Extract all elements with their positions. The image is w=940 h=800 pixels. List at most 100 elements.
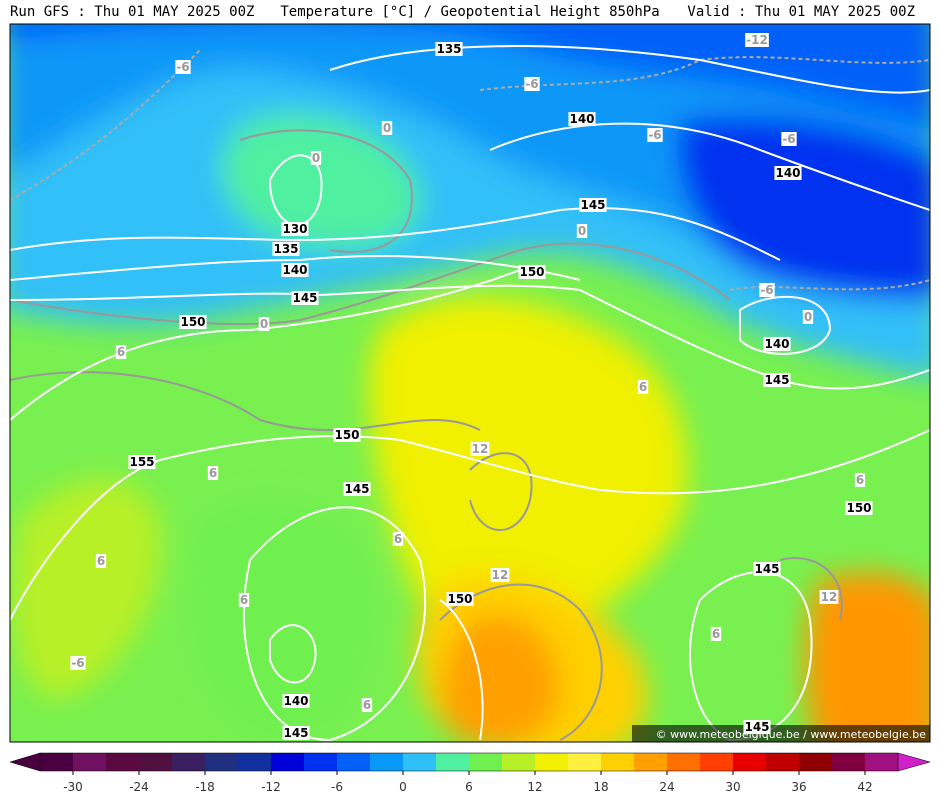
temperature-label: -6 — [525, 77, 538, 91]
label-background — [446, 592, 474, 606]
height-label: 130 — [282, 222, 307, 236]
temperature-label: 6 — [394, 532, 402, 546]
label-background — [647, 128, 663, 142]
colorbar-tick-label: -6 — [331, 780, 343, 794]
watermark: © www.meteobelgique.be / www.meteobelgie… — [656, 728, 927, 741]
height-label: 145 — [344, 482, 369, 496]
run-label: Run GFS : Thu 01 MAY 2025 00Z — [10, 4, 254, 20]
colorbar-swatch — [73, 753, 107, 771]
temperature-label: 6 — [639, 380, 647, 394]
label-background — [381, 121, 393, 135]
temperature-label: 0 — [804, 310, 812, 324]
height-label: 150 — [447, 592, 472, 606]
colorbar-swatch — [700, 753, 734, 771]
colorbar-swatch — [634, 753, 668, 771]
colorbar-tick-label: -24 — [129, 780, 149, 794]
colorbar-tick-label: 18 — [593, 780, 608, 794]
label-background — [310, 151, 322, 165]
label-background — [258, 317, 270, 331]
label-background — [763, 373, 791, 387]
colorbar-swatch — [865, 753, 899, 771]
label-background — [361, 698, 373, 712]
temperature-label: 0 — [312, 151, 320, 165]
label-background — [524, 77, 540, 91]
label-background — [281, 222, 309, 236]
colorbar: -30 -24 -18 -12 -6 0 6 12 18 24 30 36 42 — [9, 752, 931, 794]
height-label: 150 — [846, 501, 871, 515]
temperature-label: -12 — [746, 33, 768, 47]
height-label: 145 — [283, 726, 308, 740]
label-background — [802, 310, 814, 324]
temperature-label: -6 — [71, 656, 84, 670]
label-background — [282, 694, 310, 708]
label-background — [845, 501, 873, 515]
colorbar-swatch — [106, 753, 140, 771]
colorbar-swatch — [436, 753, 470, 771]
height-label: 135 — [436, 42, 461, 56]
height-label: 140 — [764, 337, 789, 351]
temperature-label: 6 — [363, 698, 371, 712]
label-background — [238, 593, 250, 607]
colorbar-swatch — [337, 753, 371, 771]
label-background — [333, 428, 361, 442]
label-background — [282, 726, 310, 740]
colorbar-swatch — [370, 753, 404, 771]
temperature-label: 12 — [821, 590, 838, 604]
height-label: 145 — [764, 373, 789, 387]
height-label: 145 — [744, 720, 769, 734]
temperature-label: -6 — [760, 283, 773, 297]
colorbar-swatch — [172, 753, 206, 771]
height-label: 150 — [519, 265, 544, 279]
height-label: 145 — [754, 562, 779, 576]
label-background — [95, 554, 107, 568]
label-background — [115, 345, 127, 359]
colorbar-swatch — [403, 753, 437, 771]
temperature-label: -6 — [782, 132, 795, 146]
colorbar-tick-label: 24 — [659, 780, 674, 794]
map-title: Temperature [°C] / Geopotential Height 8… — [280, 4, 659, 20]
label-background — [392, 532, 404, 546]
map: © www.meteobelgique.be / www.meteobelgie… — [10, 24, 930, 742]
label-background — [753, 562, 781, 576]
label-background — [774, 166, 802, 180]
colorbar-swatch — [304, 753, 338, 771]
height-label: 150 — [334, 428, 359, 442]
colorbar-tick-label: 0 — [399, 780, 407, 794]
label-background — [175, 60, 191, 74]
colorbar-tick-label: -12 — [261, 780, 281, 794]
height-label: 150 — [180, 315, 205, 329]
temperature-label: 0 — [260, 317, 268, 331]
height-label: 155 — [129, 455, 154, 469]
label-background — [281, 263, 309, 277]
label-background — [745, 33, 769, 47]
label-background — [579, 198, 607, 212]
label-background — [710, 627, 722, 641]
label-background — [568, 112, 596, 126]
label-background — [343, 482, 371, 496]
temperature-label: 6 — [209, 466, 217, 480]
colorbar-swatch — [40, 753, 74, 771]
colorbar-tick-label: -18 — [195, 780, 215, 794]
label-background — [291, 291, 319, 305]
label-background — [743, 720, 771, 734]
label-background — [763, 337, 791, 351]
colorbar-swatch — [238, 753, 272, 771]
colorbar-tick-label: 42 — [857, 780, 872, 794]
height-isolines — [10, 45, 930, 742]
colorbar-swatch — [271, 753, 305, 771]
colorbar-tick-label: 30 — [725, 780, 740, 794]
temperature-label: -6 — [176, 60, 189, 74]
height-label: 140 — [775, 166, 800, 180]
colorbar-swatch — [205, 753, 239, 771]
label-background — [179, 315, 207, 329]
height-label: 145 — [580, 198, 605, 212]
colorbar-end — [897, 752, 931, 772]
colorbar-swatch — [139, 753, 173, 771]
contour-labels: 135 140 140 145 130 135 140 145 150 150 140 145 150 1… — [70, 33, 873, 740]
label-background — [490, 568, 510, 582]
label-background — [637, 380, 649, 394]
label-background — [128, 455, 156, 469]
height-label: 140 — [283, 694, 308, 708]
colorbar-swatch — [667, 753, 701, 771]
temperature-label: 6 — [97, 554, 105, 568]
